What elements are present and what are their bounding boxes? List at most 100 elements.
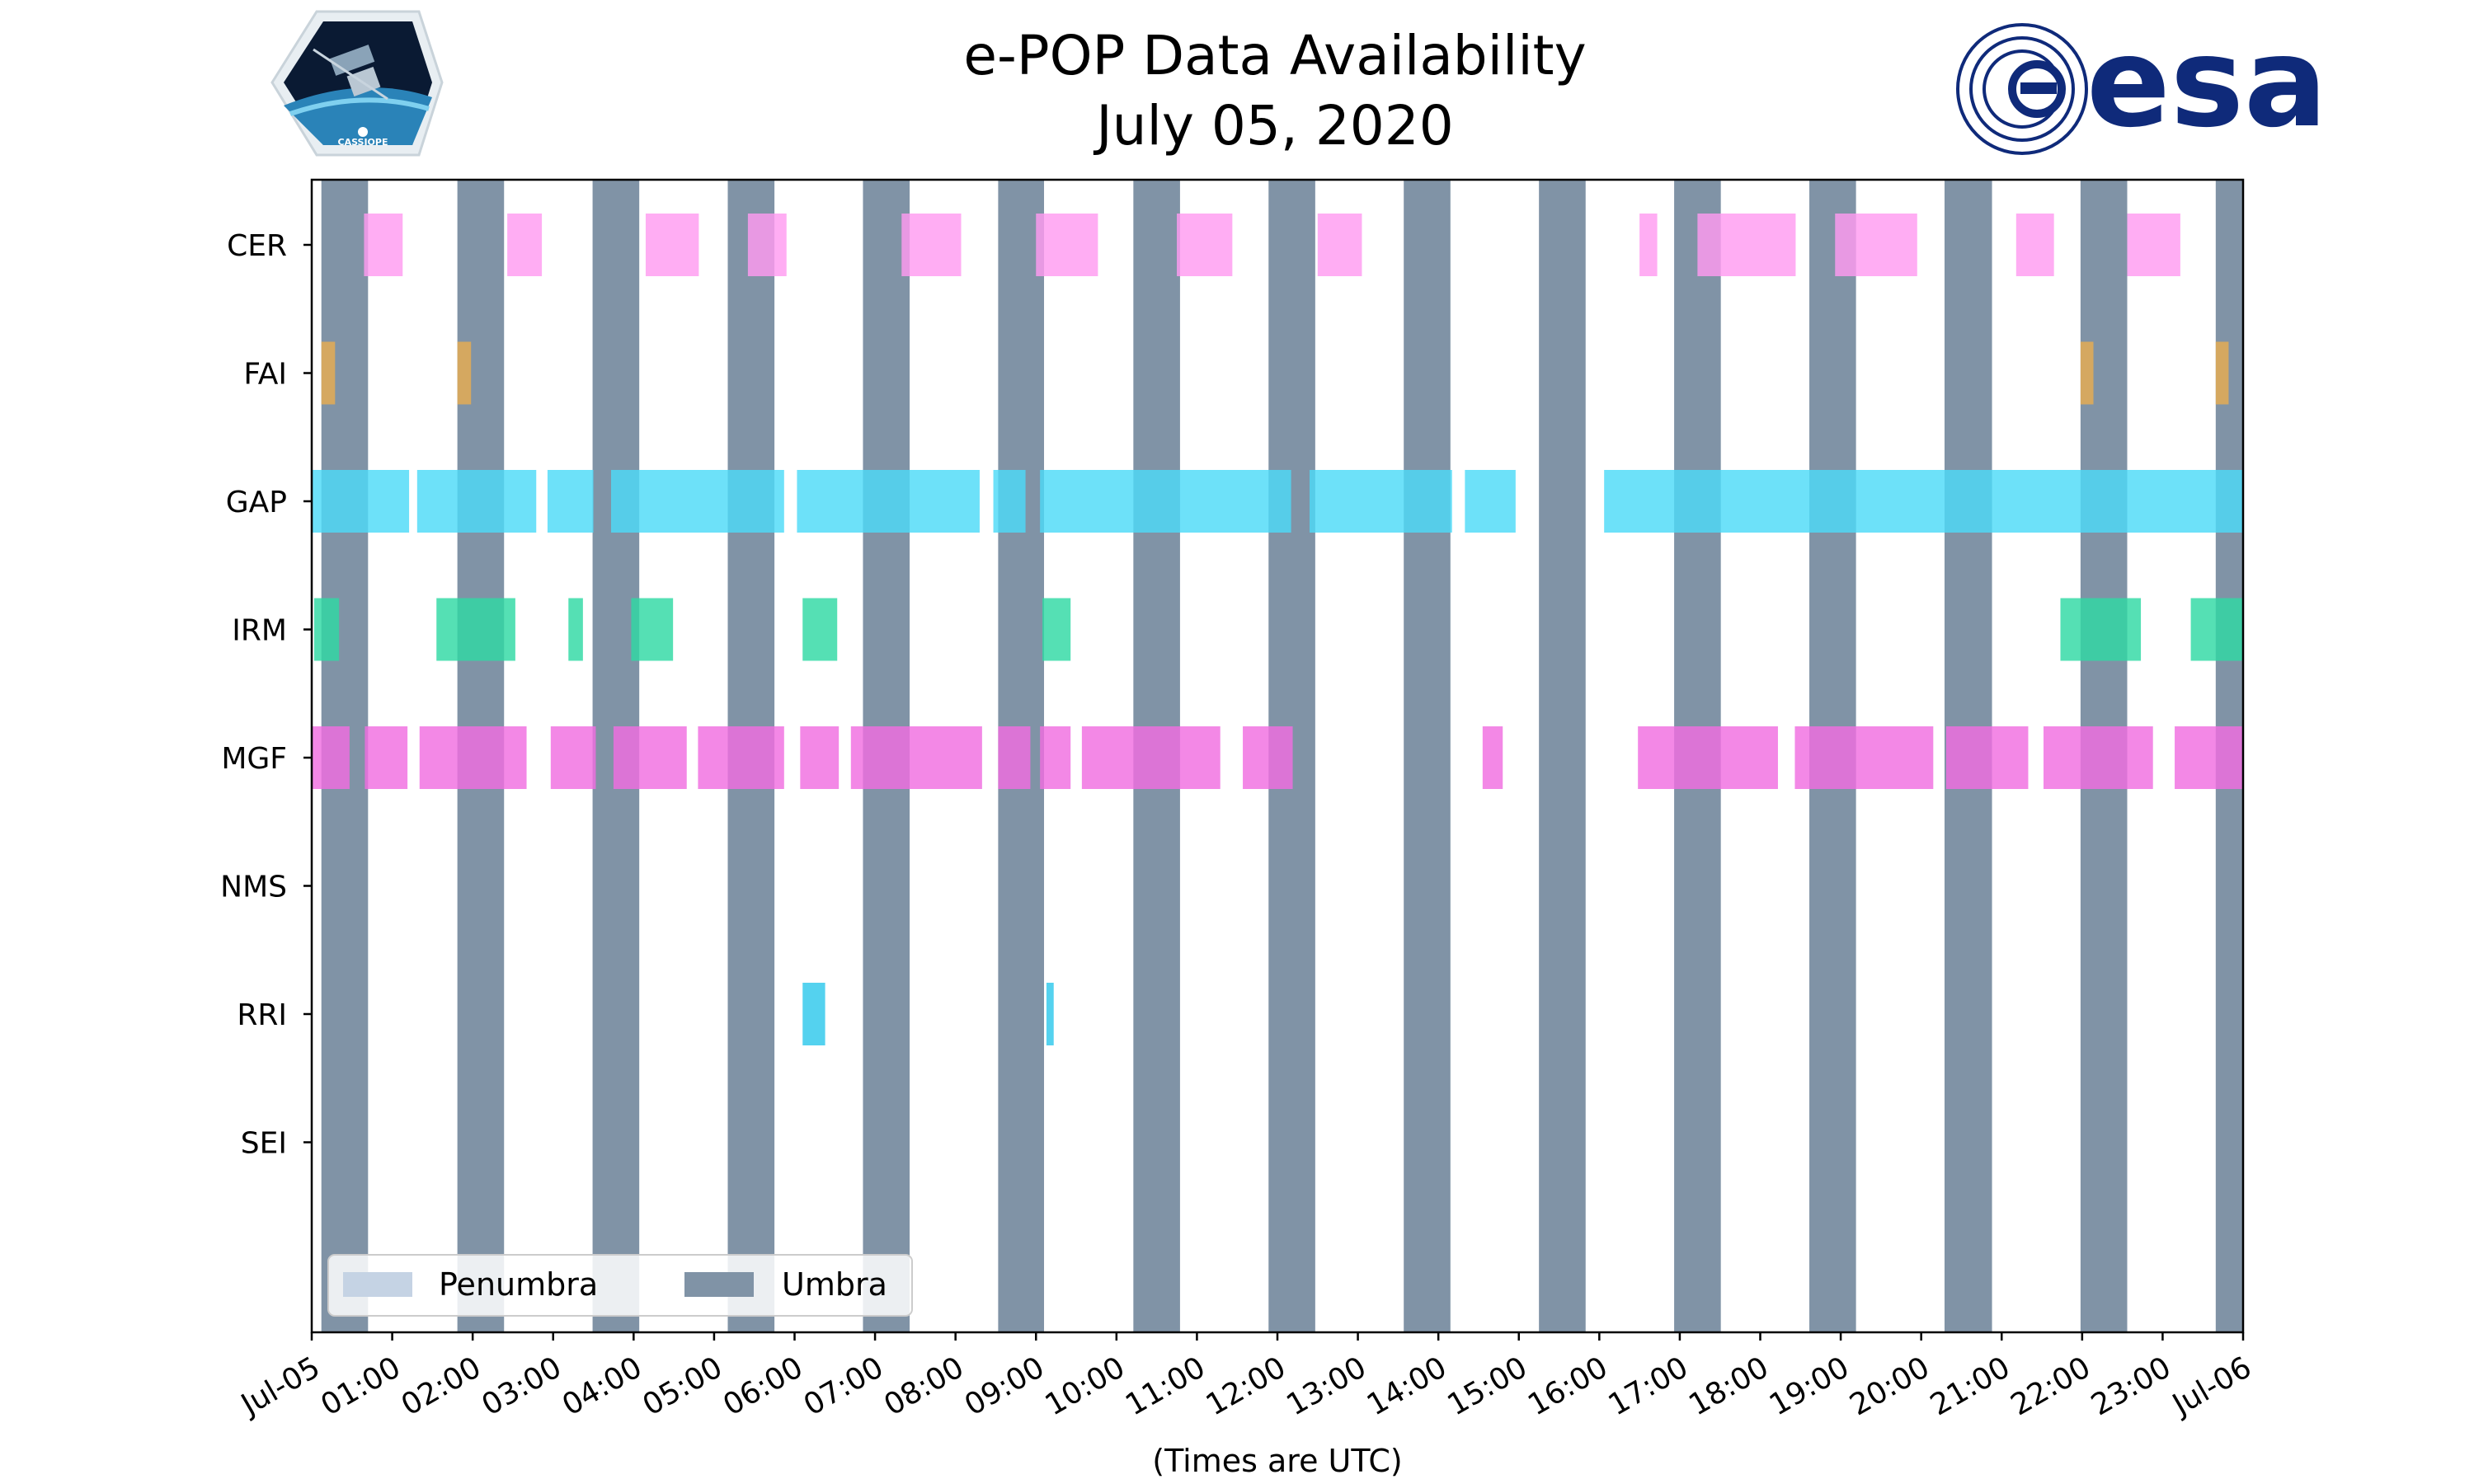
y-tick-label: RRI <box>237 998 287 1032</box>
x-tick-label: 01:00 <box>315 1350 406 1422</box>
x-tick-label: 08:00 <box>878 1350 969 1422</box>
x-tick-label: 07:00 <box>798 1350 889 1422</box>
umbra-band <box>1404 180 1451 1332</box>
y-axis: CER FAI GAP IRM MGF NMS RRI SEI <box>220 229 312 1161</box>
bar-irm <box>436 598 515 661</box>
umbra-band <box>1539 180 1586 1332</box>
x-tick-label: 18:00 <box>1683 1350 1774 1422</box>
bar-irm <box>631 598 674 661</box>
bar-irm <box>568 598 583 661</box>
x-tick-label: 13:00 <box>1281 1350 1371 1422</box>
bar-fai <box>2080 341 2094 405</box>
x-tick-label: 21:00 <box>1925 1350 2015 1422</box>
bar-mgf <box>1945 726 2029 789</box>
bar-gap <box>547 470 594 533</box>
bar-cer <box>747 214 787 276</box>
bar-mgf <box>312 726 350 789</box>
x-tick-label: 06:00 <box>717 1350 808 1422</box>
esa-logo-text: esa <box>2086 12 2327 155</box>
bar-mgf <box>550 726 596 789</box>
bar-cer <box>1036 214 1098 276</box>
y-tick-label: IRM <box>232 614 287 648</box>
y-tick-label: MGF <box>221 742 287 776</box>
x-tick-label: 15:00 <box>1442 1350 1532 1422</box>
bar-cer <box>1317 214 1362 276</box>
x-tick-label: 23:00 <box>2086 1350 2176 1422</box>
x-axis-label: (Times are UTC) <box>1152 1443 1402 1479</box>
x-tick-label: 09:00 <box>959 1350 1050 1422</box>
y-tick-label: SEI <box>241 1127 287 1161</box>
x-tick-label: Jul-06 <box>2166 1350 2257 1423</box>
bar-gap <box>1604 470 2243 533</box>
plot-area: CER FAI GAP IRM MGF NMS RRI SEI Jul-0501:0002:0… <box>220 178 2257 1423</box>
bar-cer <box>1697 214 1796 276</box>
bar-gap <box>993 470 1026 533</box>
bar-mgf <box>365 726 408 789</box>
bar-irm <box>802 598 838 661</box>
bar-cer <box>1639 214 1658 276</box>
legend-label-umbra: Umbra <box>782 1266 887 1303</box>
chart-title-line-2: July 05, 2020 <box>1093 94 1454 157</box>
cassiope-logo-text: CASSIOPE <box>338 137 388 148</box>
series-layer <box>312 214 2243 1045</box>
x-tick-label: 17:00 <box>1603 1350 1694 1422</box>
x-tick-label: 03:00 <box>476 1350 567 1422</box>
x-tick-label: 11:00 <box>1120 1350 1211 1422</box>
x-tick-label: Jul-05 <box>234 1350 326 1423</box>
bar-gap <box>1465 470 1516 533</box>
esa-logo: esa <box>1956 12 2327 155</box>
y-tick-label: GAP <box>226 486 287 519</box>
bar-irm <box>1042 598 1071 661</box>
y-tick-label: FAI <box>243 358 287 392</box>
bar-mgf <box>1638 726 1778 789</box>
bar-irm <box>2060 598 2142 661</box>
bar-mgf <box>698 726 784 789</box>
x-tick-label: 20:00 <box>1844 1350 1935 1422</box>
bar-gap <box>312 470 410 533</box>
bar-cer <box>1177 214 1233 276</box>
bar-rri <box>802 983 825 1045</box>
bar-mgf <box>1040 726 1071 789</box>
bar-mgf <box>1482 726 1503 789</box>
bar-fai <box>321 341 336 405</box>
x-tick-label: 02:00 <box>396 1350 487 1422</box>
bar-irm <box>313 598 340 661</box>
x-tick-label: 19:00 <box>1764 1350 1855 1422</box>
x-tick-label: 22:00 <box>2006 1350 2096 1422</box>
x-tick-label: 16:00 <box>1522 1350 1613 1422</box>
x-tick-label: 05:00 <box>637 1350 728 1422</box>
bar-fai <box>457 341 472 405</box>
bar-mgf <box>1081 726 1221 789</box>
bar-gap <box>611 470 784 533</box>
bar-mgf <box>2043 726 2153 789</box>
bar-gap <box>1310 470 1452 533</box>
x-tick-label: 12:00 <box>1201 1350 1291 1422</box>
y-tick-label: NMS <box>220 871 287 904</box>
x-axis: Jul-0501:0002:0003:0004:0005:0006:0007:0… <box>234 1332 2257 1423</box>
bar-cer <box>364 214 403 276</box>
bar-cer <box>645 214 699 276</box>
bar-mgf <box>2175 726 2243 789</box>
bar-rri <box>1046 983 1054 1045</box>
bar-cer <box>1835 214 1917 276</box>
bar-mgf <box>1794 726 1934 789</box>
bar-cer <box>2015 214 2054 276</box>
legend-label-penumbra: Penumbra <box>439 1266 598 1303</box>
bar-mgf <box>850 726 982 789</box>
legend: Penumbra Umbra <box>327 1254 913 1317</box>
bar-irm <box>2190 598 2243 661</box>
bar-gap <box>1040 470 1291 533</box>
chart-title-line-1: e-POP Data Availability <box>963 24 1586 87</box>
bar-cer <box>901 214 962 276</box>
bar-fai <box>2215 341 2229 405</box>
bar-mgf <box>419 726 527 789</box>
bar-mgf <box>1243 726 1293 789</box>
bar-mgf <box>998 726 1031 789</box>
bar-cer <box>507 214 543 276</box>
cassiope-logo: CASSIOPE <box>270 10 444 157</box>
bar-gap <box>797 470 980 533</box>
x-tick-label: 14:00 <box>1362 1350 1452 1422</box>
bar-mgf <box>613 726 687 789</box>
bar-cer <box>2127 214 2180 276</box>
